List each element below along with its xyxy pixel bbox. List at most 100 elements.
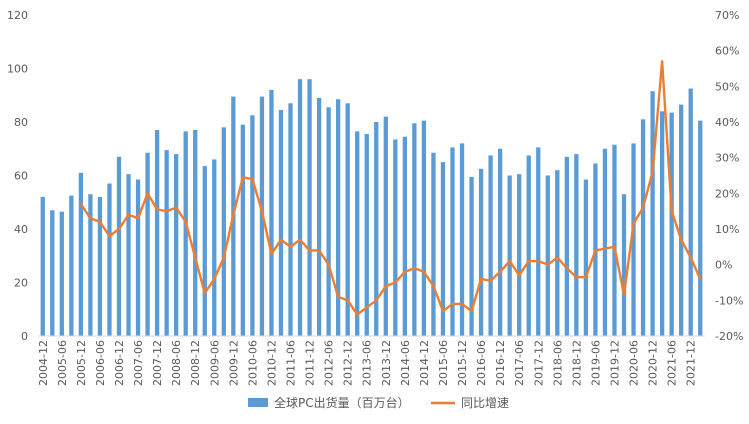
bar [126, 174, 131, 336]
bar [602, 148, 608, 336]
bar [183, 131, 188, 336]
bar [545, 175, 550, 336]
bar [669, 112, 674, 336]
x-tick-label: 2012-12 [342, 340, 355, 386]
bar [640, 119, 646, 336]
bar [97, 196, 103, 336]
growth-line [79, 60, 702, 316]
bar [364, 134, 369, 336]
growth-line-series [79, 60, 702, 316]
bar [355, 131, 360, 336]
bar [393, 139, 398, 336]
legend-line-label: 同比增速 [461, 396, 509, 410]
bar [278, 109, 284, 337]
bar [316, 97, 322, 336]
bar [307, 79, 312, 336]
bar [478, 168, 484, 336]
bar [450, 147, 455, 336]
bar [88, 194, 93, 336]
bar [374, 122, 379, 336]
bar [50, 210, 55, 336]
x-tick-label: 2009-12 [227, 340, 240, 386]
x-tick-label: 2019-06 [589, 340, 602, 386]
bar [631, 143, 636, 336]
x-tick-label: 2011-12 [304, 340, 317, 386]
bar [688, 88, 693, 336]
bar [536, 147, 541, 336]
bar [250, 115, 255, 336]
bar [174, 154, 179, 336]
bar [621, 194, 627, 336]
x-tick-label: 2021-12 [685, 340, 698, 386]
bar [78, 172, 84, 336]
bar [269, 89, 274, 337]
bar [135, 179, 141, 336]
bar [345, 103, 350, 336]
bar [154, 130, 160, 336]
right-tick-label: 70% [715, 9, 739, 22]
bar [59, 211, 64, 336]
bar [421, 120, 427, 336]
legend-bar-label: 全球PC出货量（百万台） [274, 395, 410, 410]
bar [240, 124, 246, 337]
bar-series [40, 79, 703, 337]
bar [69, 195, 74, 336]
x-tick-label: 2007-06 [132, 340, 145, 386]
bar [440, 162, 446, 337]
right-tick-label: -10% [715, 294, 743, 307]
bar [574, 154, 579, 336]
bar [469, 176, 474, 336]
bar [326, 107, 331, 336]
bar [517, 174, 522, 336]
right-axis-ticks: -20% -10% 0% 10% 20% 30% 40% 50% 60% 70% [715, 9, 743, 343]
bar [555, 170, 560, 336]
bar [431, 152, 436, 336]
bar [612, 144, 617, 336]
bar [698, 120, 703, 336]
x-tick-label: 2013-06 [361, 340, 374, 386]
x-tick-label: 2020-06 [628, 340, 641, 386]
bar [564, 156, 569, 336]
bar [164, 150, 169, 336]
x-tick-label: 2020-12 [647, 340, 660, 386]
left-tick-label: 0 [21, 330, 28, 343]
left-tick-label: 60 [14, 170, 28, 183]
right-tick-label: 40% [715, 116, 739, 129]
x-tick-label: 2017-06 [513, 340, 526, 386]
right-tick-label: -20% [715, 330, 743, 343]
x-tick-label: 2010-12 [265, 340, 278, 386]
x-axis-ticks: 2004-12 2005-06 2005-12 2006-06 2006-12 2007-… [37, 340, 698, 386]
x-tick-label: 2021-06 [666, 340, 679, 386]
bar [507, 175, 512, 336]
bar [650, 91, 655, 337]
bar [412, 123, 417, 336]
x-tick-label: 2015-06 [437, 340, 450, 386]
bar [583, 179, 589, 336]
left-axis-ticks: 0 20 40 60 80 100 120 [7, 9, 28, 343]
x-tick-label: 2018-06 [551, 340, 564, 386]
x-tick-label: 2012-06 [323, 340, 336, 386]
x-tick-label: 2008-12 [189, 340, 202, 386]
bar [679, 104, 684, 336]
right-tick-label: 10% [715, 223, 739, 236]
bar [497, 148, 503, 336]
bar [107, 183, 112, 336]
bar [40, 196, 45, 336]
right-tick-label: 30% [715, 152, 739, 165]
x-tick-label: 2006-06 [94, 340, 107, 386]
bar [526, 155, 531, 336]
x-tick-label: 2005-06 [56, 340, 69, 386]
x-tick-label: 2010-06 [246, 340, 259, 386]
x-tick-label: 2014-06 [399, 340, 412, 386]
left-tick-label: 120 [7, 9, 28, 22]
x-tick-label: 2016-12 [494, 340, 507, 386]
right-tick-label: 60% [715, 45, 739, 58]
left-tick-label: 20 [14, 277, 28, 290]
right-tick-label: 50% [715, 80, 739, 93]
bar [336, 99, 341, 336]
x-tick-label: 2006-12 [113, 340, 126, 386]
bar [145, 152, 150, 336]
x-tick-label: 2017-12 [532, 340, 545, 386]
x-tick-label: 2005-12 [75, 340, 88, 386]
